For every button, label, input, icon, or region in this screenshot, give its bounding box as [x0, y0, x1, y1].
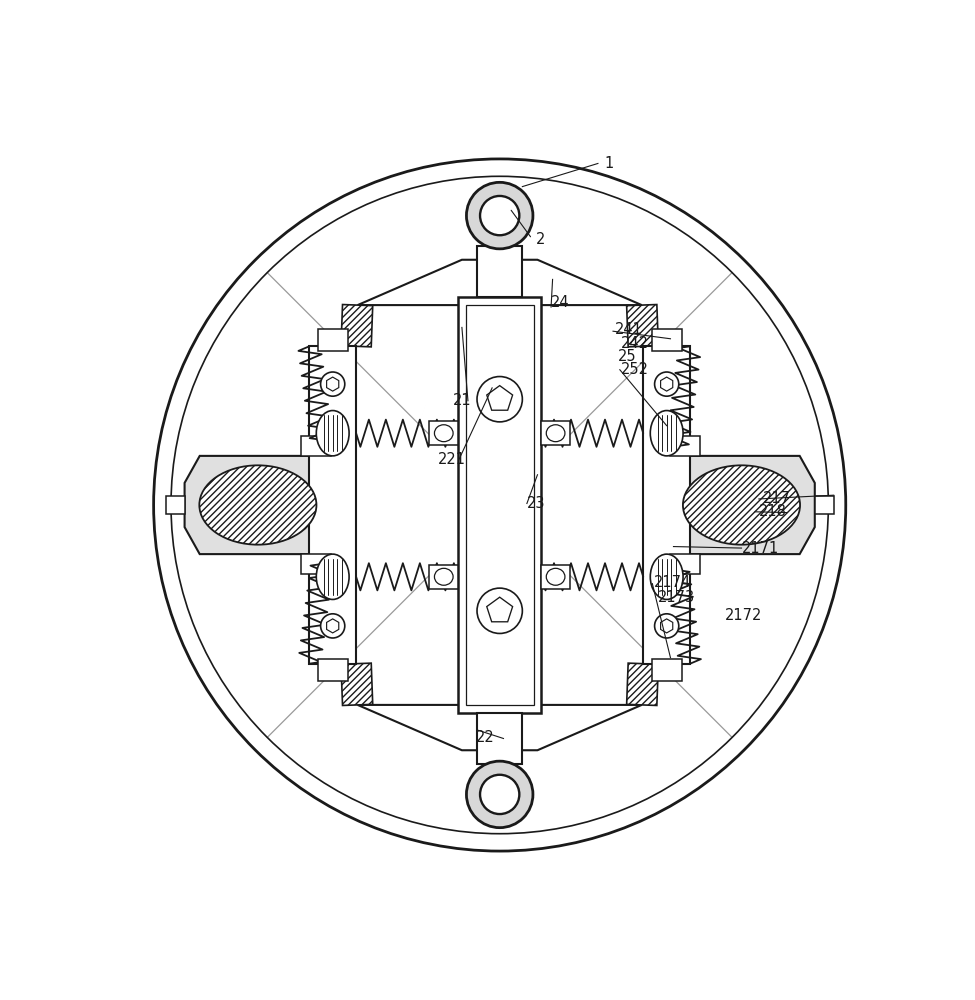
Ellipse shape	[650, 411, 683, 456]
Circle shape	[154, 159, 845, 851]
Bar	[651, 659, 682, 681]
Bar	[670, 436, 700, 456]
Polygon shape	[666, 456, 815, 554]
Bar	[477, 713, 523, 764]
Ellipse shape	[316, 554, 349, 599]
Bar	[815, 496, 834, 514]
Text: 218: 218	[759, 504, 787, 519]
Polygon shape	[661, 377, 673, 391]
Polygon shape	[358, 705, 642, 750]
Circle shape	[654, 614, 679, 638]
Circle shape	[466, 761, 533, 828]
Text: 241: 241	[614, 322, 643, 337]
Circle shape	[321, 372, 345, 396]
Ellipse shape	[435, 568, 453, 585]
Bar	[166, 496, 184, 514]
Text: 21: 21	[452, 393, 472, 408]
Ellipse shape	[682, 465, 800, 545]
Polygon shape	[327, 377, 338, 391]
Text: 217: 217	[762, 491, 791, 506]
Text: 1: 1	[604, 156, 613, 171]
Text: 252: 252	[621, 362, 649, 377]
Circle shape	[477, 588, 523, 633]
Bar	[670, 554, 700, 574]
Polygon shape	[487, 386, 513, 410]
Circle shape	[480, 196, 520, 235]
Text: 23: 23	[526, 496, 545, 511]
Circle shape	[466, 182, 533, 249]
Bar	[541, 421, 570, 445]
Ellipse shape	[199, 465, 317, 545]
Ellipse shape	[435, 425, 453, 442]
Text: 2174: 2174	[654, 575, 691, 590]
Polygon shape	[358, 260, 642, 305]
Text: 2173: 2173	[658, 590, 695, 605]
Ellipse shape	[546, 568, 565, 585]
Polygon shape	[184, 456, 333, 554]
Bar	[429, 565, 458, 589]
Polygon shape	[661, 619, 673, 633]
Text: 2: 2	[536, 232, 545, 247]
Bar	[318, 329, 348, 351]
Bar	[301, 436, 332, 456]
Bar	[318, 659, 348, 681]
Bar	[429, 421, 458, 445]
Text: 22: 22	[476, 730, 494, 745]
Text: 25: 25	[617, 349, 637, 364]
Bar	[458, 297, 541, 713]
Polygon shape	[627, 663, 658, 705]
Polygon shape	[341, 305, 372, 347]
Circle shape	[654, 372, 679, 396]
Circle shape	[477, 377, 523, 422]
Text: 242: 242	[621, 336, 649, 351]
Ellipse shape	[546, 425, 565, 442]
Text: 221: 221	[438, 452, 466, 467]
Bar	[541, 565, 570, 589]
Text: 24: 24	[551, 295, 569, 310]
Polygon shape	[487, 597, 513, 622]
Bar	[309, 346, 356, 664]
Polygon shape	[341, 663, 372, 705]
Bar	[651, 329, 682, 351]
Polygon shape	[627, 305, 658, 347]
Polygon shape	[327, 619, 338, 633]
Text: 2172: 2172	[724, 608, 762, 623]
Circle shape	[480, 775, 520, 814]
Bar	[477, 246, 523, 297]
Circle shape	[321, 614, 345, 638]
Bar	[301, 554, 332, 574]
Bar	[466, 305, 533, 705]
Ellipse shape	[650, 554, 683, 599]
Text: 2171: 2171	[741, 541, 779, 556]
Bar	[644, 346, 690, 664]
Ellipse shape	[316, 411, 349, 456]
